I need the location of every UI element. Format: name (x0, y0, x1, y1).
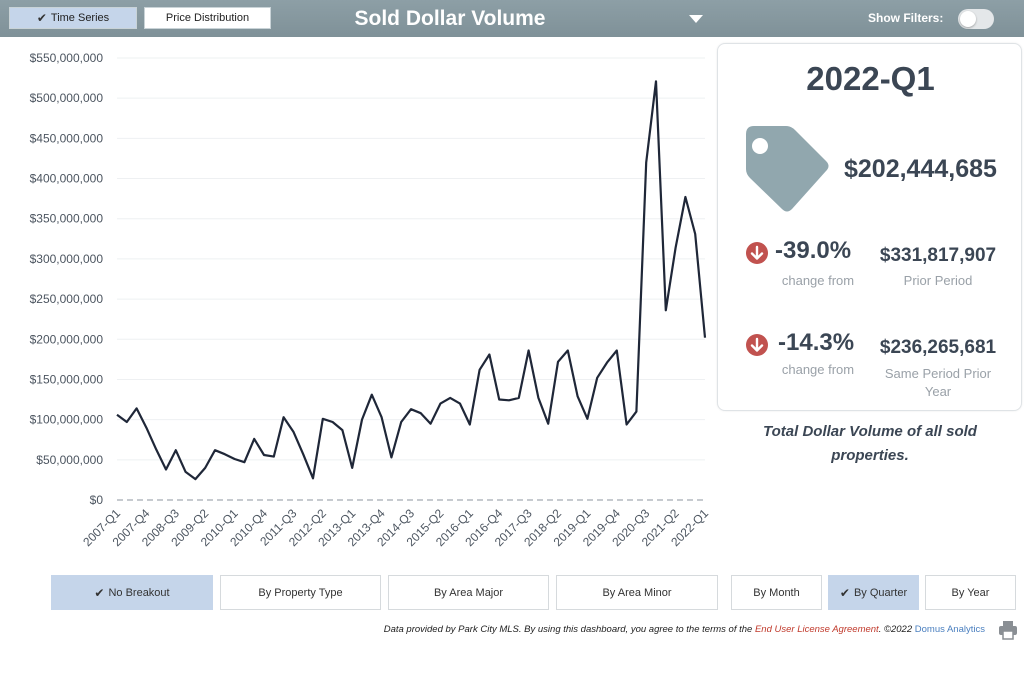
by-property-type-button[interactable]: By Property Type (220, 575, 381, 610)
chevron-down-icon[interactable] (689, 15, 703, 23)
by-area-minor-button[interactable]: By Area Minor (556, 575, 718, 610)
license-agreement-link[interactable]: End User License Agreement (754, 624, 879, 635)
no-breakout-button[interactable]: ✔ No Breakout (51, 575, 213, 610)
arrow-down-icon (746, 242, 768, 264)
by-quarter-button[interactable]: ✔ By Quarter (828, 575, 919, 610)
by-property-type-label: By Property Type (258, 586, 343, 599)
sold-dollar-volume-chart: $0 $50,000,000 $100,000,000 $150,000,000 $20… (30, 51, 712, 549)
footer-text: Data provided by Park City MLS. By using… (383, 624, 755, 635)
same-period-prior-year-value: $236,265,681 (879, 337, 997, 358)
by-area-minor-label: By Area Minor (602, 586, 672, 599)
tab-time-series[interactable]: ✔ Time Series (9, 7, 137, 29)
y-tick-label: $350,000,000 (30, 212, 104, 226)
by-month-label: By Month (753, 586, 800, 599)
footer-copyright: . ©2022 (878, 624, 915, 635)
checkmark-icon: ✔ (839, 585, 850, 600)
print-icon[interactable] (998, 620, 1018, 640)
y-tick-label: $100,000,000 (30, 413, 104, 427)
show-filters-toggle[interactable] (958, 9, 994, 29)
y-tick-label: $250,000,000 (30, 292, 104, 306)
by-year-button[interactable]: By Year (925, 575, 1016, 610)
summary-value: $202,444,685 (844, 155, 997, 183)
by-area-major-label: By Area Major (433, 586, 504, 599)
tab-price-distribution[interactable]: Price Distribution (144, 7, 271, 29)
change-pct-prior-period: -39.0% (775, 237, 852, 264)
series-line (116, 80, 707, 481)
summary-period: 2022-Q1 (806, 60, 935, 97)
y-tick-label: $500,000,000 (30, 91, 104, 105)
y-tick-label: $200,000,000 (30, 332, 104, 346)
same-period-prior-year-label: Same Period Prior Year (884, 366, 992, 399)
y-tick-label: $450,000,000 (30, 131, 104, 145)
checkmark-icon: ✔ (94, 585, 105, 600)
change-pct-prior-year: -14.3% (778, 329, 855, 356)
no-breakout-label: No Breakout (108, 586, 170, 599)
y-tick-label: $0 (90, 493, 104, 507)
show-filters-label: Show Filters: (868, 11, 944, 25)
y-tick-label: $400,000,000 (30, 172, 104, 186)
tab-price-distribution-label: Price Distribution (165, 12, 250, 24)
y-tick-label: $150,000,000 (30, 372, 104, 386)
summary-card: 2022-Q1 $202,444,685 -39.0% change from … (717, 43, 1022, 411)
change-from-label: change from (781, 273, 855, 288)
y-tick-label: $550,000,000 (30, 51, 104, 65)
prior-period-value: $331,817,907 (879, 245, 997, 266)
by-area-major-button[interactable]: By Area Major (388, 575, 549, 610)
by-month-button[interactable]: By Month (731, 575, 822, 610)
page-title: Sold Dollar Volume (354, 7, 546, 30)
y-tick-label: $50,000,000 (36, 453, 103, 467)
by-quarter-label: By Quarter (853, 586, 908, 599)
change-from-label: change from (781, 362, 855, 377)
metric-caption: Total Dollar Volume of all sold properti… (763, 423, 977, 464)
prior-period-label: Prior Period (903, 273, 973, 288)
by-year-label: By Year (951, 586, 990, 599)
tab-time-series-label: Time Series (50, 12, 110, 24)
footer-disclaimer: Data provided by Park City MLS. By using… (300, 624, 985, 635)
price-tag-icon (746, 126, 829, 212)
y-tick-label: $300,000,000 (30, 252, 104, 266)
checkmark-icon: ✔ (36, 11, 47, 25)
toggle-knob (960, 11, 976, 27)
arrow-down-icon (746, 334, 768, 356)
domus-analytics-link[interactable]: Domus Analytics (914, 624, 985, 635)
